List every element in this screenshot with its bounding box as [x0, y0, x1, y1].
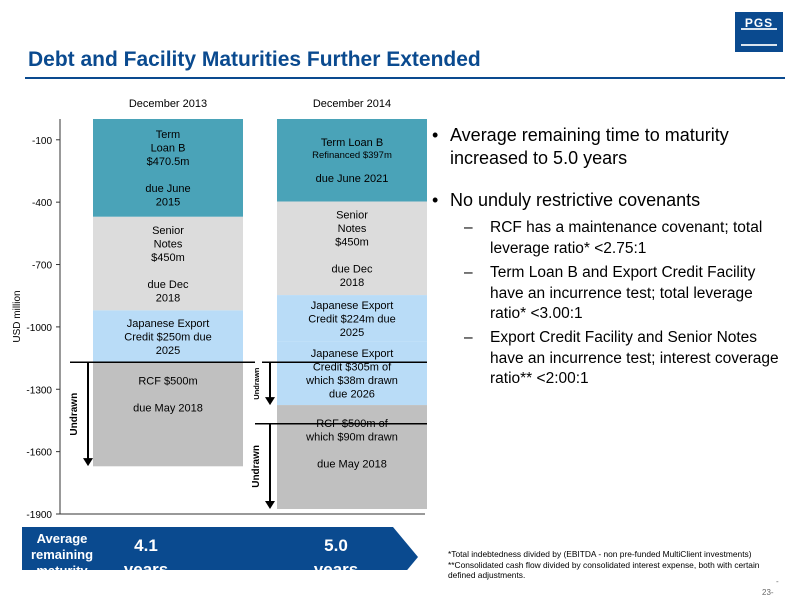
segment-label: Japanese Export Credit $250m due 2025: [124, 318, 211, 357]
y-axis-label: USD million: [12, 290, 23, 342]
banner-value-unit: years: [124, 560, 168, 570]
sub-bullet-2-text: Term Loan B and Export Credit Facility h…: [490, 264, 756, 322]
logo-text: PGS: [744, 16, 774, 30]
segment-label: Japanese Export Credit $305m of which $38m…: [305, 348, 398, 401]
bullet-1: • Average remaining time to maturity incr…: [432, 124, 782, 171]
undrawn-2014-upper-label: Undrawn: [252, 367, 261, 400]
segment-label: Term Loan B $470.5m due June 2015: [145, 129, 190, 209]
bar-segment: [93, 119, 243, 217]
y-tick-label: -700: [32, 261, 52, 272]
segment-label: Term Loan B Refinanced $397m due June 202…: [312, 137, 392, 185]
undrawn-2013-arrowhead-icon: [83, 458, 93, 467]
segment-label: RCF $500m due May 2018: [133, 375, 203, 414]
undrawn-2013-label: Undrawn: [69, 393, 80, 436]
y-tick-label: -400: [32, 198, 52, 209]
bullet-1-text: Average remaining time to maturity incre…: [450, 125, 729, 169]
sub-bullet-2: – Term Loan B and Export Credit Facility …: [464, 263, 782, 324]
bar-segment: [93, 216, 243, 311]
footnote-2: **Consolidated cash flow divided by cons…: [448, 559, 760, 581]
footnotes: *Total indebtedness divided by (EBITDA -…: [448, 549, 788, 581]
sub-bullet-3-text: Export Credit Facility and Senior Notes …: [490, 329, 779, 388]
pgs-logo: PGS: [735, 12, 783, 52]
title-divider: [25, 77, 785, 79]
sub-bullet-1-text: RCF has a maintenance covenant; total le…: [490, 219, 763, 257]
undrawn-2014-lower-label: Undrawn: [251, 445, 262, 488]
banner-value-number: 4.1: [134, 536, 158, 555]
column-heading: December 2014: [313, 98, 391, 110]
undrawn-2014-upper-arrowhead-icon: [265, 397, 275, 406]
banner-value-number: 5.0: [324, 536, 348, 555]
bar-segment: [277, 295, 427, 342]
sub-bullet-1: – RCF has a maintenance covenant; total l…: [464, 218, 782, 259]
bar-segment: [93, 310, 243, 363]
y-tick-label: -1000: [26, 323, 52, 334]
segment-label: Senior Notes $450m due Dec 2018: [148, 225, 189, 305]
segment-label: Senior Notes $450m due Dec 2018: [332, 210, 373, 290]
y-tick-label: -1900: [26, 510, 52, 521]
logo-waves-icon: [741, 28, 777, 46]
bar-segment: [277, 201, 427, 296]
y-tick-label: -100: [32, 136, 52, 147]
banner-value-unit: years: [314, 560, 358, 570]
bullet-list: • Average remaining time to maturity incr…: [432, 124, 782, 394]
page-number: 23-: [762, 588, 774, 597]
sub-bullet-3: – Export Credit Facility and Senior Notes…: [464, 328, 782, 389]
maturity-chart: -100 -400 -700 -1000 -1300 -1600 -1900 USD mill…: [12, 98, 427, 570]
undrawn-2014-lower-arrowhead-icon: [265, 501, 275, 510]
page-title: Debt and Facility Maturities Further Ext…: [28, 48, 481, 71]
bar-segment: [93, 362, 243, 467]
banner-label: Averageremainingmaturity: [31, 531, 93, 570]
bullet-2: • No unduly restrictive covenants: [432, 189, 782, 212]
y-tick-label: -1300: [26, 385, 52, 396]
bar-segment: [277, 341, 427, 406]
page-dot: -: [776, 577, 779, 586]
footnote-1: *Total indebtedness divided by (EBITDA -…: [448, 549, 752, 559]
segment-label: Japanese Export Credit $224m due 2025: [308, 300, 395, 339]
bullet-2-text: No unduly restrictive covenants: [450, 189, 701, 210]
bar-segment: [277, 405, 427, 510]
y-tick-label: -1600: [26, 448, 52, 459]
column-heading: December 2013: [129, 98, 207, 110]
maturity-banner: [22, 527, 418, 570]
bar-segment: [277, 119, 427, 202]
